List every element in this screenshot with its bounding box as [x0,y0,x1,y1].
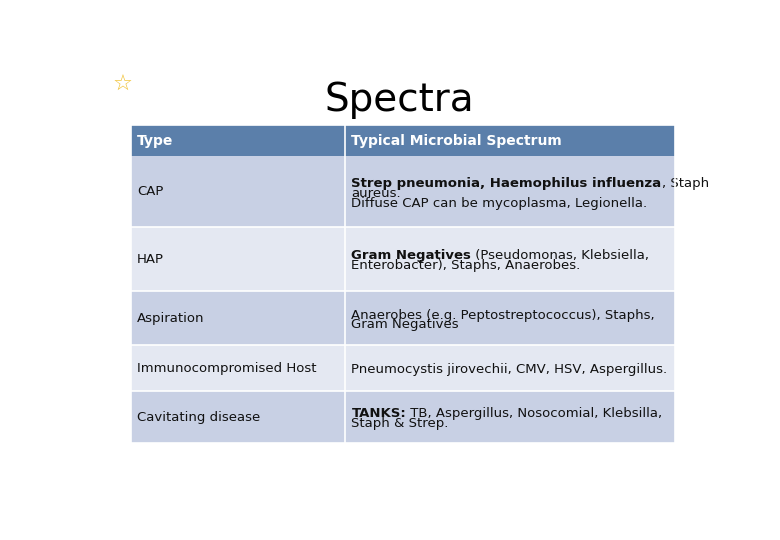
Text: Anaerobes (e.g. Peptostreptococcus), Staphs,: Anaerobes (e.g. Peptostreptococcus), Sta… [351,308,655,321]
Bar [131,227,346,292]
Text: Strep pneumonia, Haemophilus influenza: Strep pneumonia, Haemophilus influenza [351,177,661,190]
Bar [346,227,675,292]
Text: Staph & Strep.: Staph & Strep. [351,417,448,430]
Text: , Staph: , Staph [661,177,709,190]
Bar [346,156,675,227]
Text: HAP: HAP [136,253,164,266]
Text: Type: Type [136,134,173,147]
Text: ☆: ☆ [112,75,133,95]
Text: Immunocompromised Host: Immunocompromised Host [136,362,317,375]
Bar [131,391,346,443]
Text: Gram Negatives: Gram Negatives [351,319,459,332]
Text: TANKS:: TANKS: [351,407,406,420]
Bar [346,125,675,156]
Text: Pneumocystis jirovechii, CMV, HSV, Aspergillus.: Pneumocystis jirovechii, CMV, HSV, Asper… [351,363,668,376]
Bar [131,156,346,227]
Text: Aspiration: Aspiration [136,312,204,325]
Text: Cavitating disease: Cavitating disease [136,411,260,424]
Text: aureus.: aureus. [351,187,401,200]
Text: CAP: CAP [136,185,163,198]
Text: Gram Negatives: Gram Negatives [351,249,471,262]
Text: Enterobacter), Staphs, Anaerobes.: Enterobacter), Staphs, Anaerobes. [351,259,580,272]
Text: TB, Aspergillus, Nosocomial, Klebsilla,: TB, Aspergillus, Nosocomial, Klebsilla, [406,407,662,420]
Bar [346,391,675,443]
Bar [346,346,675,391]
Bar [346,292,675,346]
Bar [131,292,346,346]
Bar [131,346,346,391]
Text: Spectra: Spectra [325,82,474,119]
Text: Typical Microbial Spectrum: Typical Microbial Spectrum [351,134,562,147]
Text: (Pseudomonas, Klebsiella,: (Pseudomonas, Klebsiella, [471,249,649,262]
Bar [131,125,346,156]
Text: Diffuse CAP can be mycoplasma, Legionella.: Diffuse CAP can be mycoplasma, Legionell… [351,197,647,210]
